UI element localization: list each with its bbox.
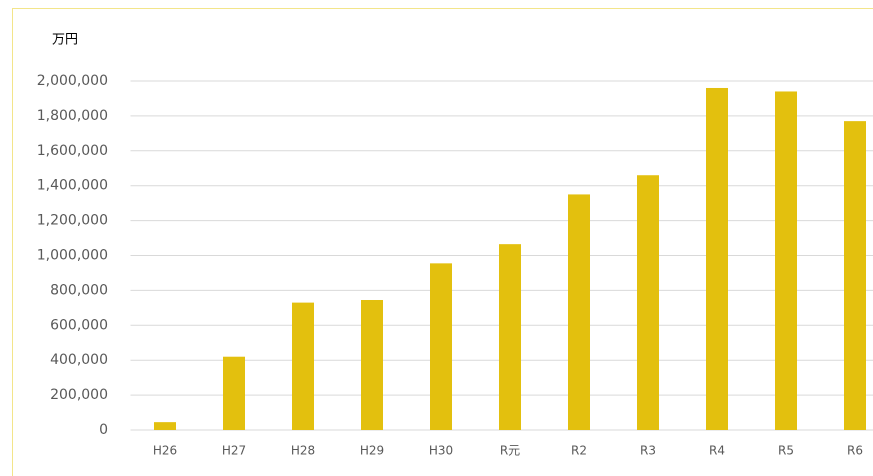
y-tick-label: 1,800,000 xyxy=(37,108,108,124)
bar xyxy=(637,175,659,430)
bar xyxy=(361,299,383,430)
y-tick-label: 800,000 xyxy=(50,282,108,298)
bar xyxy=(223,356,245,430)
x-tick-label: H28 xyxy=(291,444,315,458)
bar xyxy=(430,263,452,430)
y-tick-label: 2,000,000 xyxy=(37,73,108,89)
y-tick-label: 200,000 xyxy=(50,387,108,403)
x-tick-label: R5 xyxy=(778,444,794,458)
x-tick-label: H29 xyxy=(360,444,384,458)
x-tick-label: H27 xyxy=(222,444,246,458)
y-tick-label: 1,600,000 xyxy=(37,143,108,159)
y-tick-label: 600,000 xyxy=(50,317,108,333)
x-tick-label: R2 xyxy=(571,444,587,458)
bar xyxy=(499,244,521,430)
x-tick-label: H30 xyxy=(429,444,453,458)
y-axis-label: 万円 xyxy=(52,33,78,48)
x-tick-label: R元 xyxy=(500,444,520,458)
bar xyxy=(775,91,797,430)
x-tick-label: R3 xyxy=(640,444,656,458)
bar xyxy=(706,87,728,430)
x-tick-label: H26 xyxy=(153,444,177,458)
y-tick-label: 1,400,000 xyxy=(37,178,108,194)
bar xyxy=(568,194,590,430)
y-tick-label: 0 xyxy=(99,422,108,438)
bar xyxy=(844,121,866,430)
y-tick-label: 400,000 xyxy=(50,352,108,368)
x-tick-label: R6 xyxy=(847,444,863,458)
x-tick-label: R4 xyxy=(709,444,725,458)
y-tick-label: 1,200,000 xyxy=(37,213,108,229)
bar xyxy=(292,302,314,430)
y-tick-label: 1,000,000 xyxy=(37,248,108,264)
bar xyxy=(154,422,176,430)
